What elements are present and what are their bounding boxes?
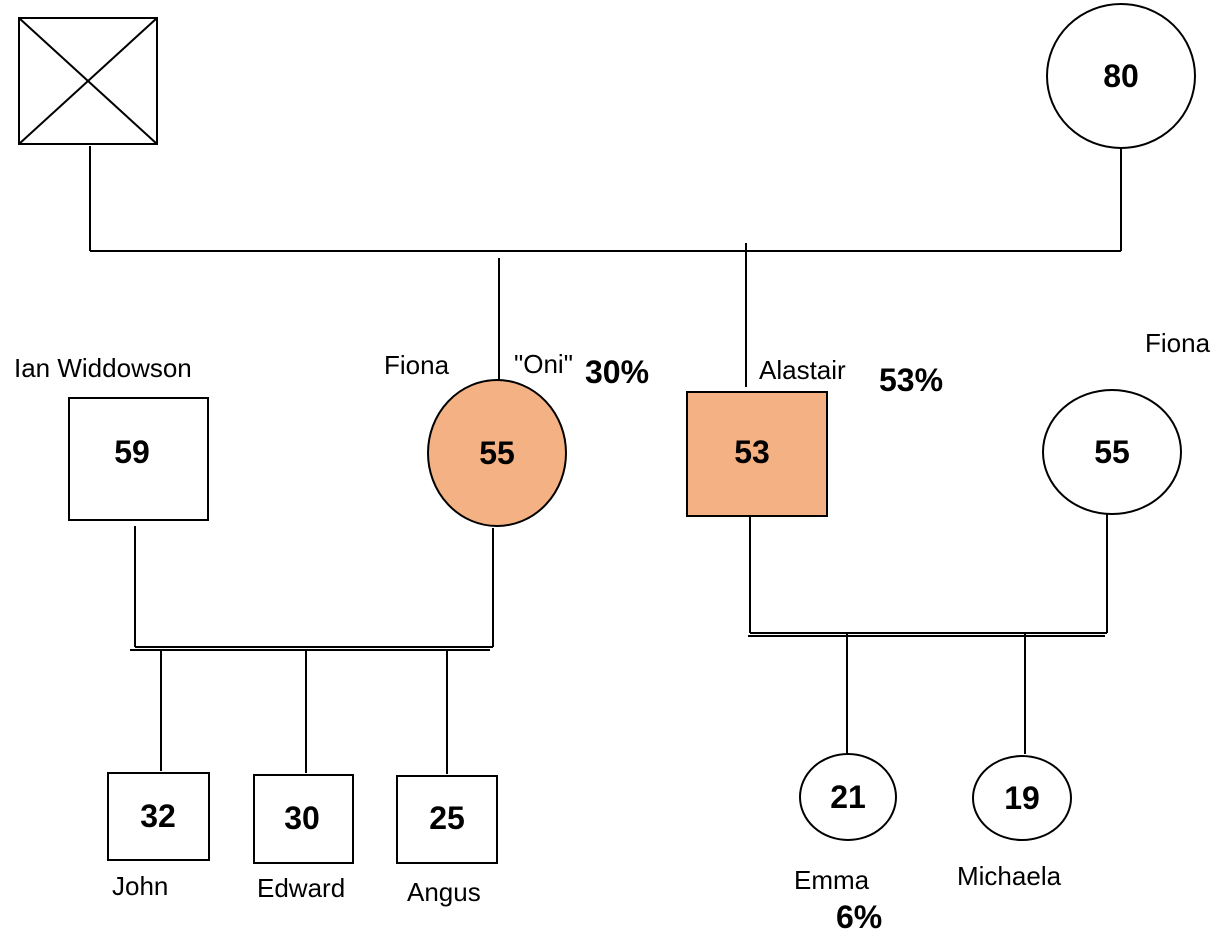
emma-name: Emma <box>794 865 870 895</box>
alastair-node: Alastair 53% 53 <box>686 355 943 517</box>
fiona-oni-nickname: "Oni" <box>514 349 573 379</box>
edward-name: Edward <box>257 873 345 903</box>
emma-node: 21 Emma 6% <box>794 753 897 932</box>
ian-square <box>68 397 209 521</box>
john-age: 32 <box>140 798 176 834</box>
angus-square <box>396 775 498 864</box>
john-name: John <box>112 871 168 901</box>
alastair-square <box>686 391 828 517</box>
john-square <box>107 772 210 861</box>
ian-name: Ian Widdowson <box>14 353 192 383</box>
edward-age: 30 <box>284 800 320 836</box>
deceased-cross-line <box>18 17 158 145</box>
grandmother-age: 80 <box>1103 58 1139 94</box>
fiona-wife-circle <box>1042 389 1182 515</box>
fiona-wife-age: 55 <box>1094 434 1130 470</box>
john-node: 32 John <box>107 772 210 901</box>
emma-percent: 6% <box>836 899 882 932</box>
fiona-wife-name: Fiona <box>1145 328 1211 358</box>
grandmother-circle <box>1046 3 1196 149</box>
alastair-name: Alastair <box>759 355 846 385</box>
grandmother-node: 80 <box>1046 3 1196 149</box>
fiona-oni-name: Fiona <box>384 350 450 380</box>
michaela-node: 19 Michaela <box>957 755 1072 891</box>
alastair-age: 53 <box>734 434 770 470</box>
edward-square <box>253 774 354 864</box>
connector-lines <box>89 146 1122 774</box>
emma-circle <box>799 753 897 841</box>
grandfather-node <box>18 17 158 145</box>
emma-age: 21 <box>830 779 866 815</box>
fiona-oni-percent: 30% <box>585 354 649 390</box>
angus-name: Angus <box>407 877 481 907</box>
fiona-oni-circle <box>427 379 567 527</box>
ian-node: Ian Widdowson 59 <box>14 353 209 521</box>
michaela-age: 19 <box>1004 780 1040 816</box>
angus-node: 25 Angus <box>396 775 498 907</box>
fiona-wife-node: Fiona 55 <box>1042 328 1211 515</box>
ian-age: 59 <box>114 434 150 470</box>
fiona-oni-node: Fiona "Oni" 30% 55 <box>384 349 649 527</box>
angus-age: 25 <box>429 800 465 836</box>
alastair-percent: 53% <box>879 362 943 398</box>
michaela-name: Michaela <box>957 861 1062 891</box>
edward-node: 30 Edward <box>253 774 354 903</box>
fiona-oni-age: 55 <box>479 435 515 471</box>
michaela-circle <box>972 755 1072 841</box>
